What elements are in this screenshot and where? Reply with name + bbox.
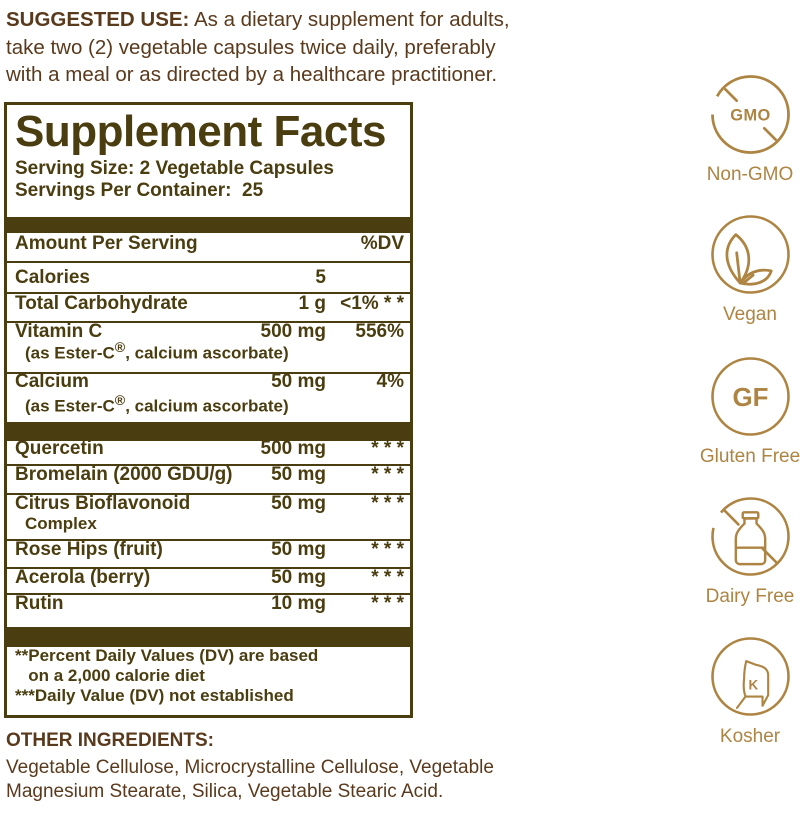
svg-text:GMO: GMO [730, 107, 770, 125]
svg-text:K: K [748, 677, 758, 692]
svg-text:GF: GF [732, 384, 768, 412]
